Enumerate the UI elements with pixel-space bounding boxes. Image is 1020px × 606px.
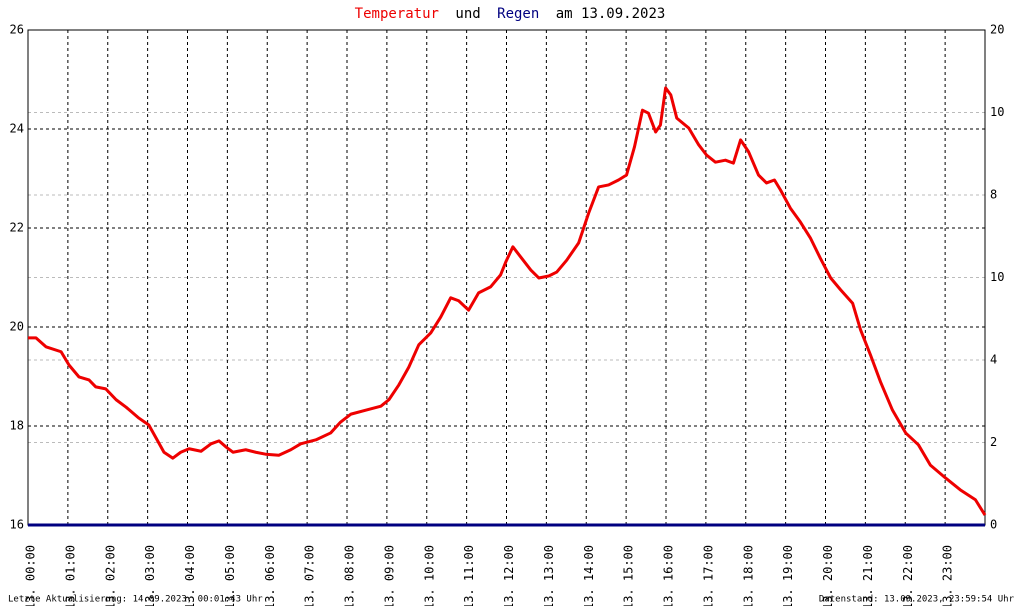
x-tick-label: 13. 19:00 — [781, 545, 795, 606]
x-tick-label: 13. 10:00 — [422, 545, 436, 606]
y-tick-label: 24 — [10, 122, 24, 136]
y2-tick-label: 10 — [990, 270, 1004, 284]
x-tick-label: 13. 22:00 — [901, 545, 915, 606]
y-tick-label: 26 — [10, 23, 24, 37]
x-tick-label: 13. 21:00 — [861, 545, 875, 606]
y2-tick-label: 2 — [990, 435, 997, 449]
x-tick-label: 13. 16:00 — [662, 545, 676, 606]
x-tick-label: 13. 03:00 — [143, 545, 157, 606]
x-tick-label: 13. 00:00 — [24, 545, 38, 606]
x-tick-label: 13. 14:00 — [582, 545, 596, 606]
x-tick-label: 13. 07:00 — [303, 545, 317, 606]
x-tick-label: 13. 09:00 — [382, 545, 396, 606]
y2-tick-label: 10 — [990, 105, 1004, 119]
y2-tick-label: 4 — [990, 353, 997, 367]
x-tick-label: 13. 08:00 — [343, 545, 357, 606]
y2-tick-label: 20 — [990, 23, 1004, 37]
x-tick-label: 13. 12:00 — [502, 545, 516, 606]
x-tick-label: 13. 02:00 — [103, 545, 117, 606]
y2-tick-label: 0 — [990, 518, 997, 532]
x-tick-label: 13. 17:00 — [701, 545, 715, 606]
x-tick-label: 13. 13:00 — [542, 545, 556, 606]
x-tick-label: 13. 01:00 — [63, 545, 77, 606]
footer-updated: Letzte Aktualisierung: 14.09.2023, 00:01… — [8, 595, 263, 605]
chart-title: Temperatur und Regen am 13.09.2023 — [355, 6, 666, 22]
y-tick-label: 18 — [10, 419, 24, 433]
footer-data-state: Datenstand: 13.09.2023, 23:59:54 Uhr — [819, 595, 1015, 605]
title-rain: Regen — [497, 6, 539, 22]
x-tick-label: 13. 23:00 — [941, 545, 955, 606]
title-temperature: Temperatur — [355, 6, 439, 22]
title-date: am 13.09.2023 — [556, 6, 666, 22]
title-and: und — [455, 6, 480, 22]
x-tick-label: 13. 20:00 — [821, 545, 835, 606]
y-tick-label: 22 — [10, 221, 24, 235]
series-line — [28, 86, 987, 516]
x-tick-label: 13. 15:00 — [622, 545, 636, 606]
x-tick-label: 13. 05:00 — [223, 545, 237, 606]
x-tick-label: 13. 06:00 — [263, 545, 277, 606]
x-tick-label: 13. 18:00 — [741, 545, 755, 606]
y-tick-label: 20 — [10, 320, 24, 334]
y2-tick-label: 8 — [990, 188, 997, 202]
y-tick-label: 16 — [10, 518, 24, 532]
x-tick-label: 13. 11:00 — [462, 545, 476, 606]
x-tick-label: 13. 04:00 — [183, 545, 197, 606]
